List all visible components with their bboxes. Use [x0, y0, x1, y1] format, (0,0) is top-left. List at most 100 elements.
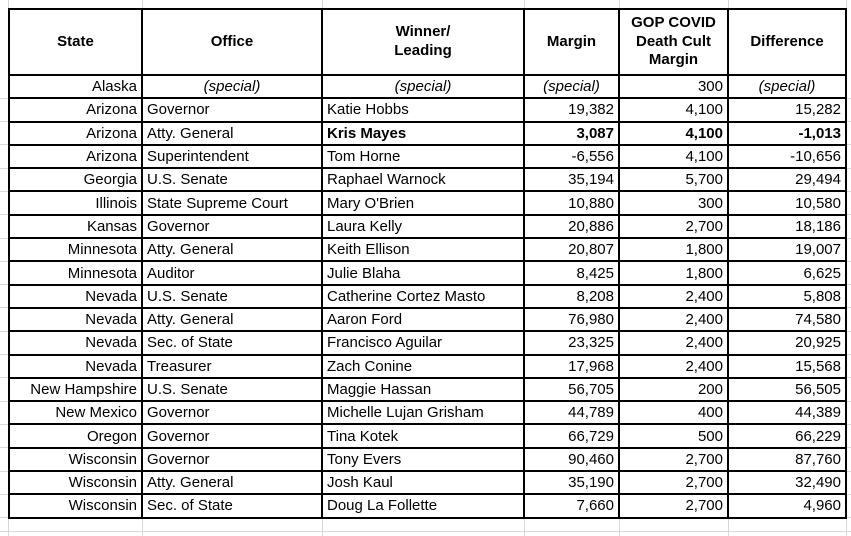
cell-margin[interactable]: 66,729: [523, 423, 620, 449]
cell-margin[interactable]: 35,194: [523, 167, 620, 193]
cell-state[interactable]: Wisconsin: [8, 493, 143, 519]
cell-gop-margin[interactable]: 4,100: [618, 143, 729, 170]
cell-office[interactable]: Treasurer: [141, 353, 323, 379]
cell-gop-margin[interactable]: 2,700: [618, 470, 729, 496]
cell-winner[interactable]: Mary O'Brien: [321, 190, 525, 216]
cell-gop-margin[interactable]: 300: [618, 190, 729, 216]
cell-margin[interactable]: 23,325: [523, 330, 620, 356]
cell-office[interactable]: Atty. General: [141, 470, 323, 496]
cell-winner[interactable]: Catherine Cortez Masto: [321, 283, 525, 309]
cell-margin[interactable]: 20,886: [523, 213, 620, 240]
cell-gop-margin[interactable]: 2,400: [618, 306, 729, 333]
cell-winner[interactable]: Tina Kotek: [321, 423, 525, 449]
cell-state[interactable]: New Hampshire: [8, 376, 143, 403]
cell-gop-margin[interactable]: 200: [618, 376, 729, 403]
cell-difference[interactable]: 32,490: [727, 470, 847, 496]
cell-difference[interactable]: -1,013: [727, 120, 847, 146]
cell-office[interactable]: Governor: [141, 213, 323, 240]
cell-winner[interactable]: Josh Kaul: [321, 470, 525, 496]
cell-office[interactable]: (special): [141, 73, 323, 100]
cell-difference[interactable]: 29,494: [727, 167, 847, 193]
cell-winner[interactable]: Kris Mayes: [321, 120, 525, 146]
cell-state[interactable]: Nevada: [8, 306, 143, 333]
cell-office[interactable]: Governor: [141, 423, 323, 449]
cell-gop-margin[interactable]: 1,800: [618, 260, 729, 286]
cell-difference[interactable]: 15,282: [727, 97, 847, 123]
cell-office[interactable]: State Supreme Court: [141, 190, 323, 216]
header-office[interactable]: Office: [141, 8, 323, 76]
cell-gop-margin[interactable]: 2,700: [618, 213, 729, 240]
cell-winner[interactable]: Michelle Lujan Grisham: [321, 400, 525, 426]
cell-gop-margin[interactable]: 2,700: [618, 446, 729, 473]
cell-margin[interactable]: 35,190: [523, 470, 620, 496]
cell-winner[interactable]: Keith Ellison: [321, 237, 525, 263]
cell-state[interactable]: Illinois: [8, 190, 143, 216]
cell-office[interactable]: U.S. Senate: [141, 283, 323, 309]
cell-margin[interactable]: 10,880: [523, 190, 620, 216]
header-margin[interactable]: Margin: [523, 8, 620, 76]
cell-winner[interactable]: Tony Evers: [321, 446, 525, 473]
cell-state[interactable]: Kansas: [8, 213, 143, 240]
cell-winner[interactable]: Maggie Hassan: [321, 376, 525, 403]
cell-gop-margin[interactable]: 2,400: [618, 353, 729, 379]
cell-office[interactable]: Governor: [141, 97, 323, 123]
cell-margin[interactable]: (special): [523, 73, 620, 100]
cell-gop-margin[interactable]: 400: [618, 400, 729, 426]
cell-winner[interactable]: Katie Hobbs: [321, 97, 525, 123]
cell-office[interactable]: Sec. of State: [141, 330, 323, 356]
cell-state[interactable]: Minnesota: [8, 237, 143, 263]
cell-difference[interactable]: 74,580: [727, 306, 847, 333]
cell-gop-margin[interactable]: 4,100: [618, 120, 729, 146]
cell-state[interactable]: Wisconsin: [8, 470, 143, 496]
cell-office[interactable]: Governor: [141, 446, 323, 473]
cell-gop-margin[interactable]: 2,400: [618, 283, 729, 309]
header-state[interactable]: State: [8, 8, 143, 76]
header-difference[interactable]: Difference: [727, 8, 847, 76]
cell-difference[interactable]: 15,568: [727, 353, 847, 379]
cell-margin[interactable]: 90,460: [523, 446, 620, 473]
cell-margin[interactable]: 76,980: [523, 306, 620, 333]
cell-office[interactable]: U.S. Senate: [141, 167, 323, 193]
cell-margin[interactable]: 3,087: [523, 120, 620, 146]
cell-winner[interactable]: Aaron Ford: [321, 306, 525, 333]
cell-state[interactable]: Nevada: [8, 330, 143, 356]
cell-difference[interactable]: 44,389: [727, 400, 847, 426]
cell-margin[interactable]: -6,556: [523, 143, 620, 170]
cell-state[interactable]: Arizona: [8, 120, 143, 146]
cell-state[interactable]: Nevada: [8, 353, 143, 379]
cell-margin[interactable]: 8,208: [523, 283, 620, 309]
cell-office[interactable]: Governor: [141, 400, 323, 426]
cell-difference[interactable]: 4,960: [727, 493, 847, 519]
cell-office[interactable]: Atty. General: [141, 237, 323, 263]
cell-margin[interactable]: 19,382: [523, 97, 620, 123]
cell-difference[interactable]: 87,760: [727, 446, 847, 473]
cell-winner[interactable]: (special): [321, 73, 525, 100]
cell-difference[interactable]: 6,625: [727, 260, 847, 286]
cell-state[interactable]: Georgia: [8, 167, 143, 193]
cell-gop-margin[interactable]: 2,400: [618, 330, 729, 356]
header-gop-covid-death-cult-margin[interactable]: GOP COVID Death Cult Margin: [618, 8, 729, 76]
cell-state[interactable]: New Mexico: [8, 400, 143, 426]
cell-state[interactable]: Alaska: [8, 73, 143, 100]
cell-margin[interactable]: 20,807: [523, 237, 620, 263]
cell-margin[interactable]: 44,789: [523, 400, 620, 426]
cell-margin[interactable]: 17,968: [523, 353, 620, 379]
cell-state[interactable]: Oregon: [8, 423, 143, 449]
cell-margin[interactable]: 56,705: [523, 376, 620, 403]
cell-office[interactable]: Atty. General: [141, 120, 323, 146]
cell-office[interactable]: Auditor: [141, 260, 323, 286]
cell-state[interactable]: Wisconsin: [8, 446, 143, 473]
cell-margin[interactable]: 7,660: [523, 493, 620, 519]
cell-state[interactable]: Arizona: [8, 143, 143, 170]
cell-winner[interactable]: Julie Blaha: [321, 260, 525, 286]
cell-margin[interactable]: 8,425: [523, 260, 620, 286]
cell-winner[interactable]: Laura Kelly: [321, 213, 525, 240]
cell-winner[interactable]: Doug La Follette: [321, 493, 525, 519]
header-winner[interactable]: Winner/ Leading: [321, 8, 525, 76]
cell-gop-margin[interactable]: 2,700: [618, 493, 729, 519]
cell-winner[interactable]: Zach Conine: [321, 353, 525, 379]
cell-difference[interactable]: 10,580: [727, 190, 847, 216]
cell-difference[interactable]: 56,505: [727, 376, 847, 403]
cell-state[interactable]: Minnesota: [8, 260, 143, 286]
cell-gop-margin[interactable]: 4,100: [618, 97, 729, 123]
